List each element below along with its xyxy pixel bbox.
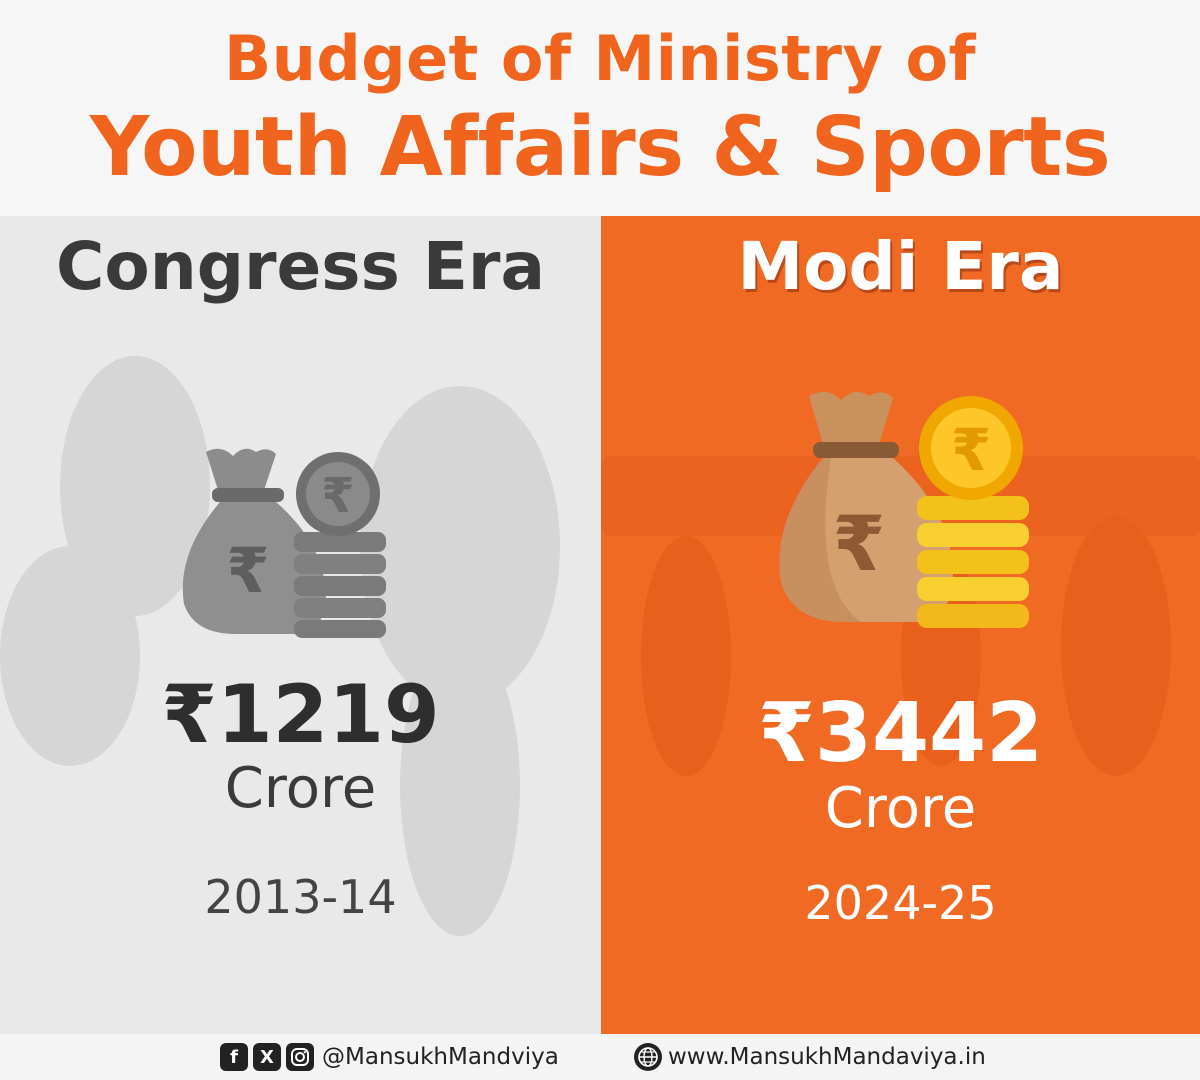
website-link: www.MansukhMandaviya.in [634, 1042, 986, 1072]
footer: f X @MansukhMandviya www.MansukhMandaviy… [0, 1034, 1200, 1080]
bag-rupee-symbol: ₹ [226, 534, 269, 607]
era-title: Modi Era [737, 228, 1064, 305]
social-links: f X @MansukhMandviya [220, 1042, 559, 1072]
congress-era-panel: Congress Era ₹ ₹ ₹1219 Crore 2013-14 [0, 216, 601, 1034]
budget-amount: ₹1219 [161, 668, 440, 761]
budget-amount: ₹3442 [757, 686, 1044, 781]
coin-rupee-symbol: ₹ [951, 416, 991, 484]
instagram-icon[interactable] [286, 1043, 314, 1071]
social-handle[interactable]: @MansukhMandviya [322, 1044, 559, 1070]
budget-unit: Crore [824, 776, 977, 841]
facebook-icon[interactable]: f [220, 1043, 248, 1071]
coin-rupee-symbol: ₹ [321, 468, 354, 524]
x-icon[interactable]: X [253, 1043, 281, 1071]
title-line-2: Youth Affairs & Sports [89, 100, 1111, 195]
title-line-1: Budget of Ministry of [223, 22, 977, 95]
fiscal-year: 2024-25 [804, 876, 997, 930]
header: Budget of Ministry of Youth Affairs & Sp… [0, 0, 1200, 216]
bag-rupee-symbol: ₹ [833, 499, 886, 588]
globe-icon [634, 1043, 662, 1071]
money-bag-coins-icon: ₹ ₹ [771, 386, 1033, 632]
money-bag-coins-icon: ₹ ₹ [176, 444, 390, 640]
era-title: Congress Era [55, 228, 546, 305]
budget-unit: Crore [224, 756, 377, 821]
modi-era-panel: Modi Era ₹ ₹ ₹3442 Crore 2024-25 [601, 216, 1200, 1034]
website-url[interactable]: www.MansukhMandaviya.in [668, 1044, 986, 1070]
fiscal-year: 2013-14 [204, 870, 397, 924]
